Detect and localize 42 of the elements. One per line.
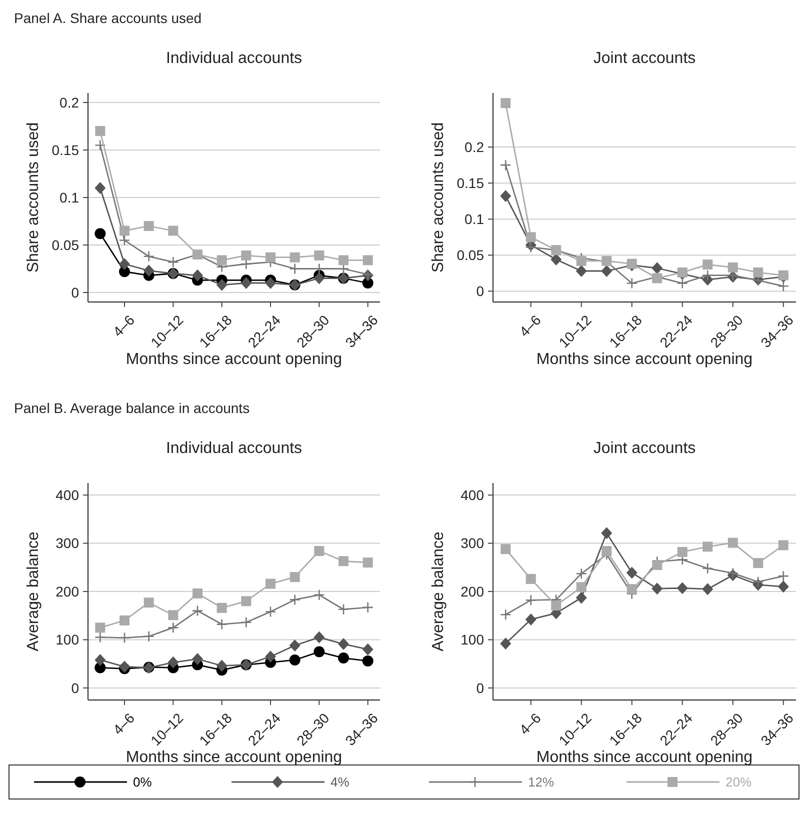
x-tick-label: 4–6 — [516, 312, 544, 340]
y-tick-label: 300 — [460, 535, 484, 552]
text: 20% — [726, 774, 752, 790]
text: 0% — [133, 774, 152, 790]
x-tick-label: 4–6 — [110, 312, 138, 340]
y-tick-label: 400 — [56, 486, 80, 503]
x-axis-title: Months since account opening — [536, 351, 753, 368]
y-tick-label: 0.15 — [52, 142, 80, 158]
y-tick-label: 0.1 — [464, 211, 484, 228]
text: Panel B. Average balance in accounts — [14, 400, 250, 416]
y-axis-title: Share accounts used — [430, 122, 447, 273]
y-tick-label: 200 — [56, 583, 80, 600]
text: 12% — [528, 774, 554, 790]
chart-title: Joint accounts — [593, 440, 696, 457]
y-tick-label: 0.05 — [52, 236, 80, 253]
y-tick-label: 0.05 — [456, 247, 484, 264]
y-tick-label: 400 — [460, 486, 484, 503]
y-axis-title: Share accounts used — [25, 122, 42, 273]
text: 4% — [330, 774, 350, 790]
y-tick-label: 0 — [71, 680, 80, 696]
y-tick-label: 0.15 — [456, 174, 484, 191]
x-axis-title: Months since account opening — [126, 351, 342, 368]
chart-title: Individual accounts — [166, 440, 302, 457]
chart-title: Joint accounts — [593, 50, 696, 67]
y-tick-label: 100 — [460, 632, 484, 648]
text: Panel A. Share accounts used — [14, 10, 202, 26]
y-tick-label: 300 — [56, 535, 80, 552]
x-tick-label: 4–6 — [110, 710, 138, 738]
y-axis-title: Average balance — [25, 532, 42, 652]
chart-title: Individual accounts — [166, 50, 302, 67]
x-axis-title: Months since account opening — [126, 749, 342, 766]
y-tick-label: 0.2 — [464, 138, 484, 155]
y-tick-label: 0 — [476, 283, 484, 300]
y-tick-label: 0.1 — [60, 189, 80, 206]
y-tick-label: 100 — [56, 632, 80, 648]
y-tick-label: 0 — [71, 284, 80, 300]
x-axis-title: Months since account opening — [536, 749, 753, 766]
y-tick-label: 0.2 — [60, 94, 80, 110]
y-axis-title: Average balance — [430, 532, 447, 652]
y-tick-label: 200 — [460, 583, 484, 600]
y-tick-label: 0 — [476, 680, 484, 696]
x-tick-label: 4–6 — [516, 710, 544, 738]
